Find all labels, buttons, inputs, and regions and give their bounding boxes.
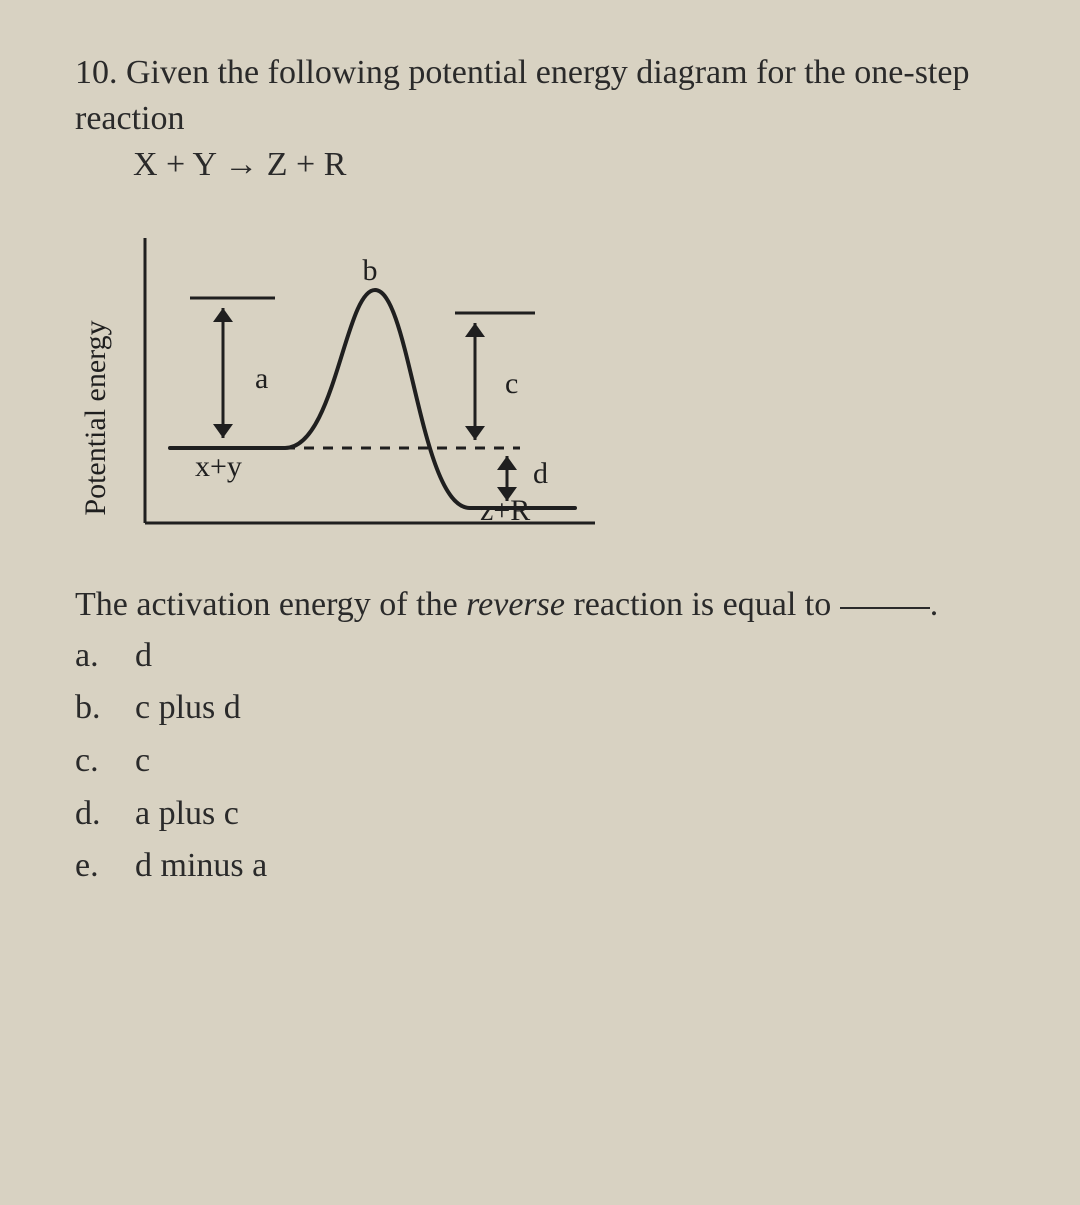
option-text: c bbox=[135, 735, 150, 788]
option-c: c. c bbox=[75, 735, 1080, 788]
option-letter: d. bbox=[75, 788, 135, 841]
option-e: e. d minus a bbox=[75, 840, 1080, 893]
option-letter: c. bbox=[75, 735, 135, 788]
svg-text:b: b bbox=[363, 254, 378, 287]
svg-text:z+R: z+R bbox=[480, 494, 530, 527]
stem-emph: reverse bbox=[466, 586, 565, 623]
stem-pre: The activation energy of the bbox=[75, 586, 466, 623]
option-text: a plus c bbox=[135, 788, 239, 841]
option-a: a. d bbox=[75, 630, 1080, 683]
stem-post: reaction is equal to bbox=[565, 586, 840, 623]
answer-blank bbox=[840, 607, 930, 609]
option-text: d minus a bbox=[135, 840, 267, 893]
option-letter: a. bbox=[75, 630, 135, 683]
energy-diagram-svg: Potential energy a c d b x+y z+R bbox=[75, 218, 635, 558]
option-text: c plus d bbox=[135, 682, 241, 735]
question-line-1: 10. Given the following potential energy… bbox=[75, 50, 1080, 142]
stem-period: . bbox=[930, 586, 939, 623]
svg-text:Potential energy: Potential energy bbox=[79, 320, 112, 515]
svg-text:x+y: x+y bbox=[195, 450, 242, 483]
question-prompt: Given the following potential energy dia… bbox=[75, 54, 969, 137]
option-letter: b. bbox=[75, 682, 135, 735]
question-equation: X + Y → Z + R bbox=[133, 142, 1080, 188]
question-number: 10. bbox=[75, 54, 118, 91]
option-b: b. c plus d bbox=[75, 682, 1080, 735]
options-list: a. d b. c plus d c. c d. a plus c e. d m… bbox=[75, 630, 1080, 893]
page: 10. Given the following potential energy… bbox=[0, 0, 1080, 1205]
energy-diagram: Potential energy a c d b x+y z+R bbox=[75, 218, 635, 558]
option-letter: e. bbox=[75, 840, 135, 893]
svg-text:d: d bbox=[533, 457, 548, 490]
option-text: d bbox=[135, 630, 152, 683]
option-d: d. a plus c bbox=[75, 788, 1080, 841]
question-stem: The activation energy of the reverse rea… bbox=[75, 586, 1080, 624]
svg-text:c: c bbox=[505, 367, 518, 400]
svg-text:a: a bbox=[255, 362, 268, 395]
